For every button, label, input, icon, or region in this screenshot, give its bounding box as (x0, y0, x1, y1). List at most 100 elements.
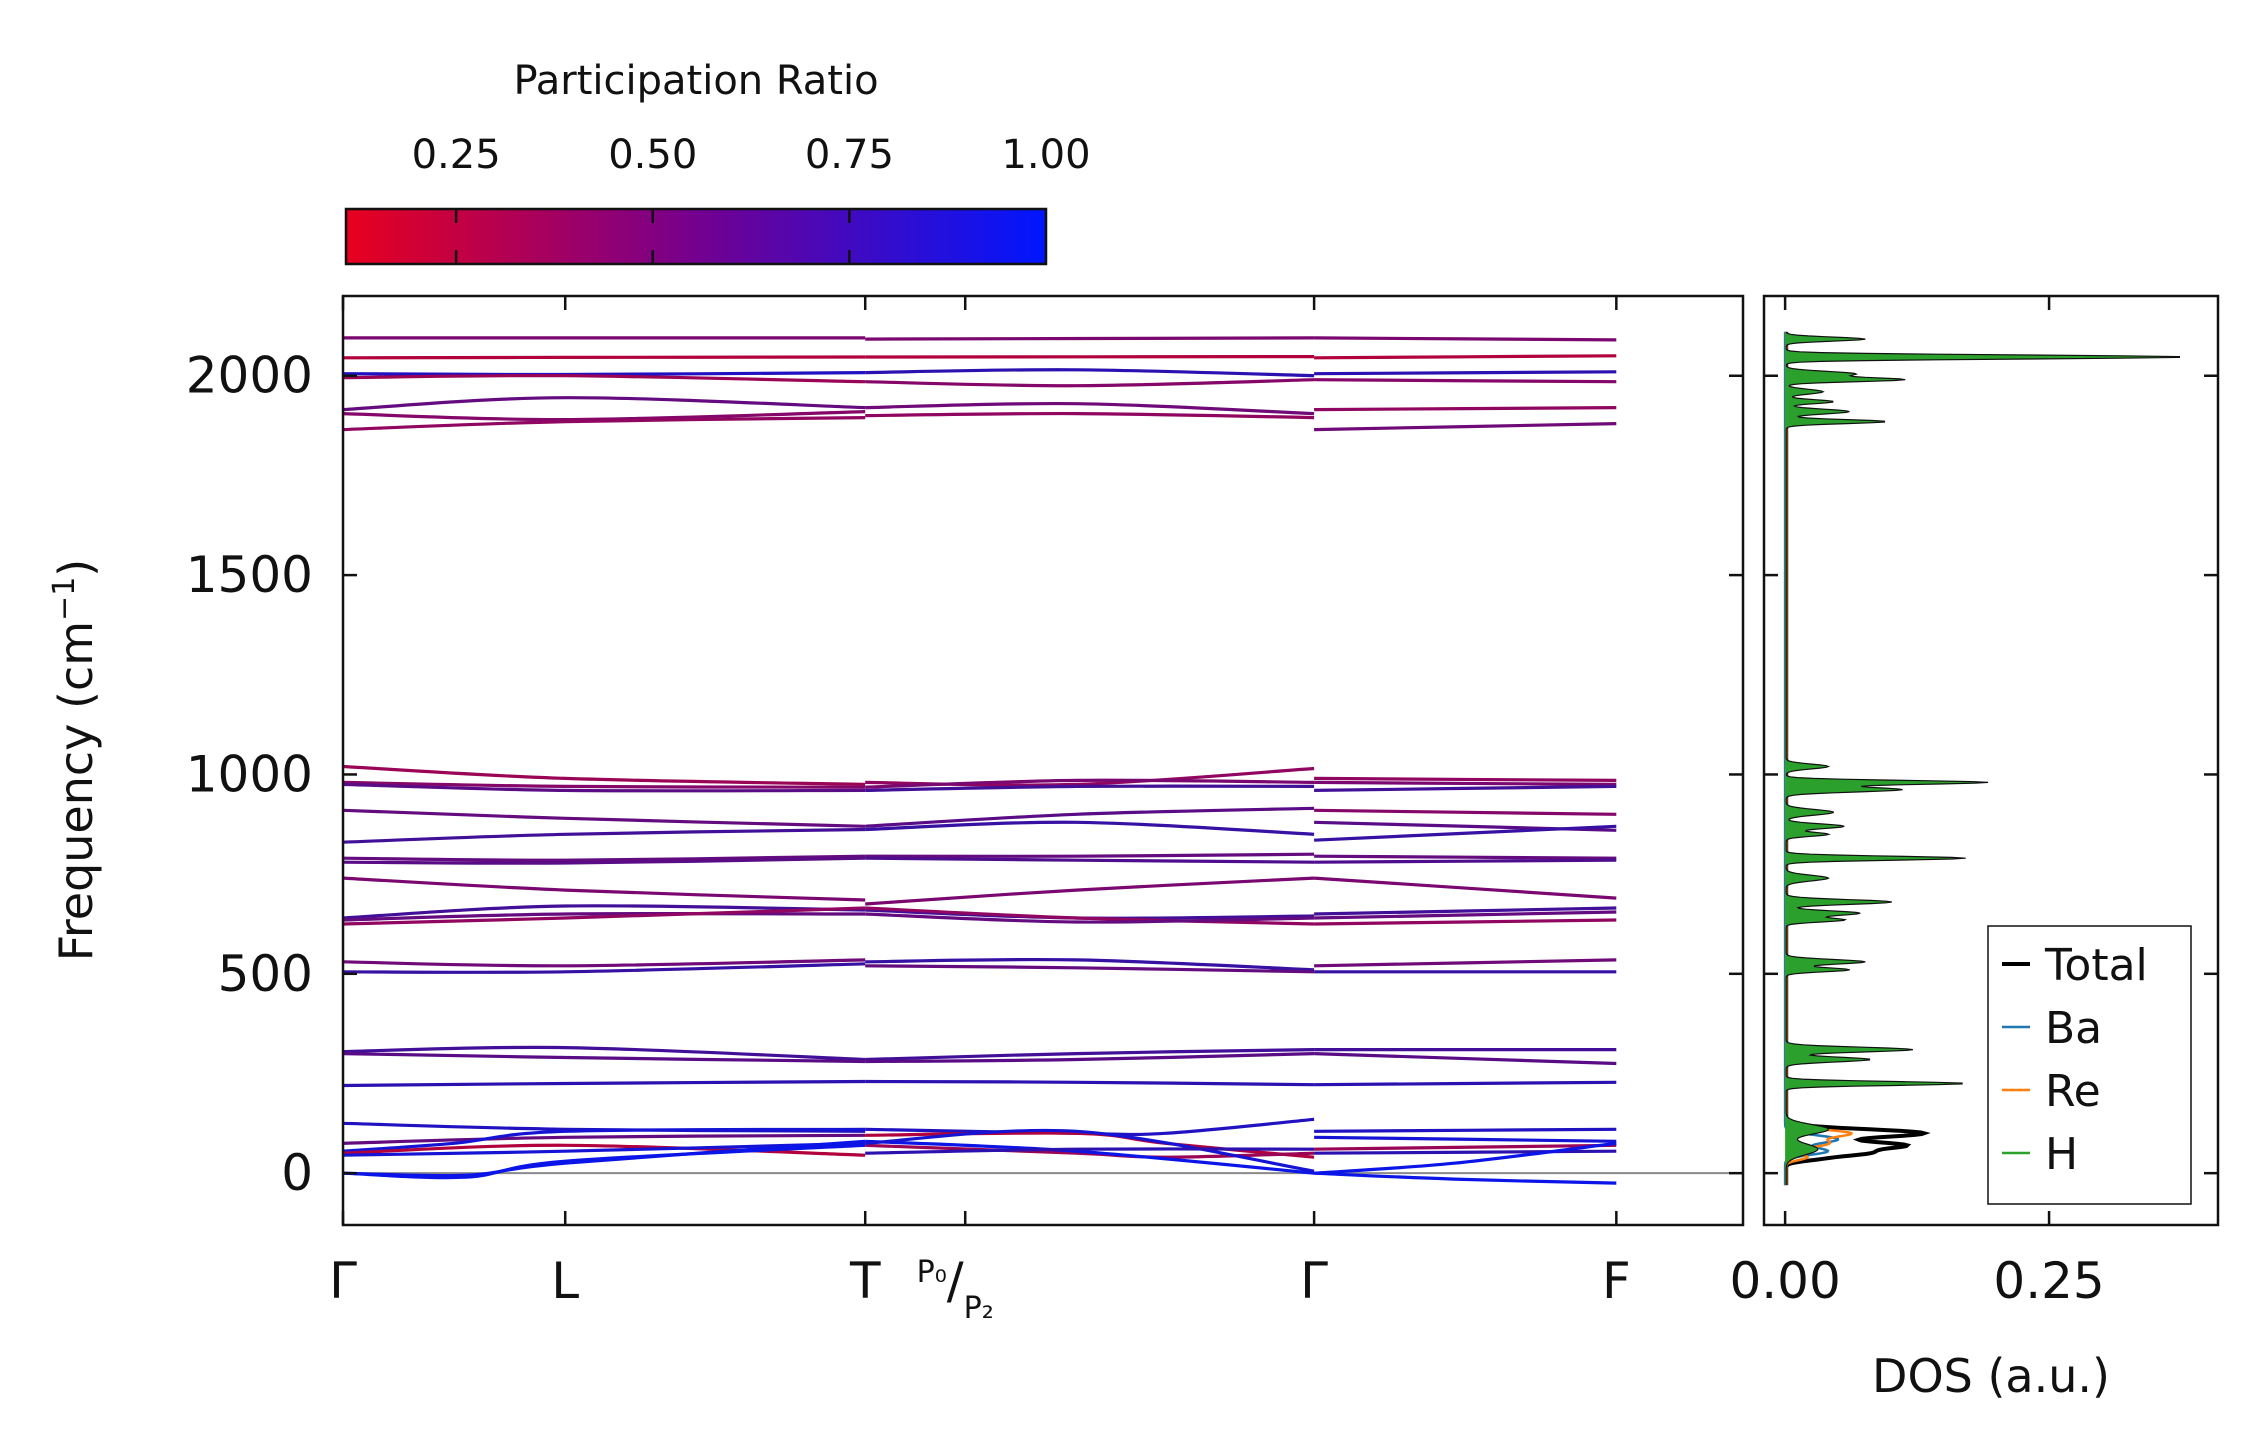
dos-axes: 0.00 0.25 (1729, 296, 2218, 1310)
kpoint-label: T (849, 1252, 881, 1310)
phonon-band (342, 1079, 866, 1088)
phonon-band (1314, 354, 1617, 360)
phonon-band (1314, 910, 1617, 920)
phonon-band (865, 912, 1315, 924)
phonon-band (342, 396, 866, 412)
phonon-band (865, 766, 1315, 787)
phonon-band (1314, 1171, 1617, 1185)
phonon-band (342, 780, 866, 789)
y-axis-label: Frequency (cm−1) (47, 559, 103, 962)
phonon-band (1314, 906, 1617, 916)
phonon-band (865, 411, 1315, 420)
phonon-band (342, 1052, 866, 1064)
phonon-band (1314, 406, 1617, 412)
colorbar-tick-label: 0.75 (805, 132, 894, 178)
dos-x-tick-label: 0.25 (1993, 1252, 2104, 1310)
phonon-band (865, 876, 1315, 906)
legend-frame (1987, 925, 2192, 1205)
legend-label-total: Total (2044, 940, 2148, 991)
colorbar-tick-label: 0.25 (412, 132, 501, 178)
phonon-band (342, 410, 866, 422)
phonon-band (342, 827, 866, 844)
phonon-band (1314, 776, 1617, 782)
phonon-band (865, 1052, 1315, 1064)
phonon-band (342, 764, 866, 786)
y-tick-label: 1000 (186, 745, 313, 803)
phonon-band (1314, 858, 1617, 864)
phonon-band (342, 911, 866, 922)
phonon-band (342, 1143, 866, 1157)
colorbar: Participation Ratio 0.25 0.50 0.75 1.00 (344, 58, 1091, 266)
colorbar-gradient (346, 209, 1046, 264)
band-structure-panel: 0 500 1000 1500 2000 Γ L T P₀/P₂ Γ F Frequency (cm… (47, 294, 1745, 1326)
phonon-band (865, 957, 1315, 972)
y-tick-label: 2000 (186, 347, 313, 405)
phonon-band (865, 964, 1315, 974)
kpoint-label: L (551, 1252, 579, 1310)
x-axis-label: DOS (a.u.) (1872, 1349, 2110, 1403)
phonon-band (1314, 1149, 1617, 1155)
phonon-band (1314, 336, 1617, 342)
y-tick-label: 1500 (186, 546, 313, 604)
phonon-band (1314, 1080, 1617, 1087)
phonon-band (1314, 780, 1617, 786)
phonon-band (865, 906, 1315, 926)
phonon-band (865, 1048, 1315, 1062)
phonon-band (342, 355, 866, 360)
legend: Total Ba Re H (1987, 925, 2192, 1205)
phonon-band (865, 1147, 1315, 1155)
phonon-band (1314, 958, 1617, 968)
phonon-band (342, 856, 866, 865)
phonon-band (1314, 918, 1617, 926)
phonon-band (865, 1079, 1315, 1087)
dos-panel: 0.00 0.25 DOS (a.u.) Total Ba Re H (1729, 294, 2220, 1403)
phonon-band (865, 378, 1315, 388)
phonon-band (1314, 784, 1617, 792)
phonon-band (1314, 1052, 1617, 1066)
phonon-band (342, 854, 866, 862)
dos-x-tick-label: 0.00 (1729, 1252, 1840, 1310)
phonon-band (342, 371, 866, 377)
legend-label-re: Re (2045, 1066, 2101, 1117)
phonon-band (342, 958, 866, 968)
kpoint-label: F (1602, 1252, 1631, 1310)
legend-label-h: H (2045, 1129, 2078, 1180)
dos-outline-h (1785, 331, 2180, 1186)
phonon-band (342, 416, 866, 432)
colorbar-ticks: 0.25 0.50 0.75 1.00 (412, 132, 1091, 264)
phonon-band (865, 852, 1315, 858)
phonon-band (1313, 876, 1617, 900)
phonon-band (342, 876, 866, 902)
phonon-band (865, 784, 1315, 792)
phonon-band (342, 1133, 866, 1145)
kpoint-label: Γ (329, 1252, 357, 1310)
dos-frame (1762, 294, 2220, 1227)
phonon-band (1314, 1135, 1617, 1143)
band-frame (341, 294, 1745, 1227)
phonon-band (865, 368, 1315, 378)
phonon-band (1314, 422, 1617, 432)
phonon-band (1314, 854, 1617, 860)
phonon-band (1314, 370, 1617, 376)
kpoint-label: P₀/P₂ (917, 1252, 994, 1326)
phonon-band (865, 336, 1315, 341)
legend-label-ba: Ba (2045, 1003, 2102, 1054)
phonon-band (865, 856, 1315, 864)
phonon-band (865, 820, 1315, 836)
phonon-band (865, 806, 1315, 828)
phonon-band (342, 962, 866, 974)
phonon-band (342, 906, 866, 926)
dos-curves (1783, 331, 2180, 1186)
phonon-band (1314, 808, 1617, 816)
phonon-band (1314, 378, 1617, 384)
phonon-band (865, 1139, 1315, 1175)
colorbar-title: Participation Ratio (513, 58, 878, 104)
phonon-band (865, 778, 1315, 789)
phonon-band (342, 1143, 866, 1180)
phonon-band (342, 808, 866, 828)
y-tick-label: 0 (281, 1144, 313, 1202)
colorbar-tick-label: 0.50 (608, 132, 697, 178)
colorbar-tick-label: 1.00 (1001, 132, 1090, 178)
band-axes: 0 500 1000 1500 2000 Γ L T P₀/P₂ Γ F (186, 296, 1743, 1326)
